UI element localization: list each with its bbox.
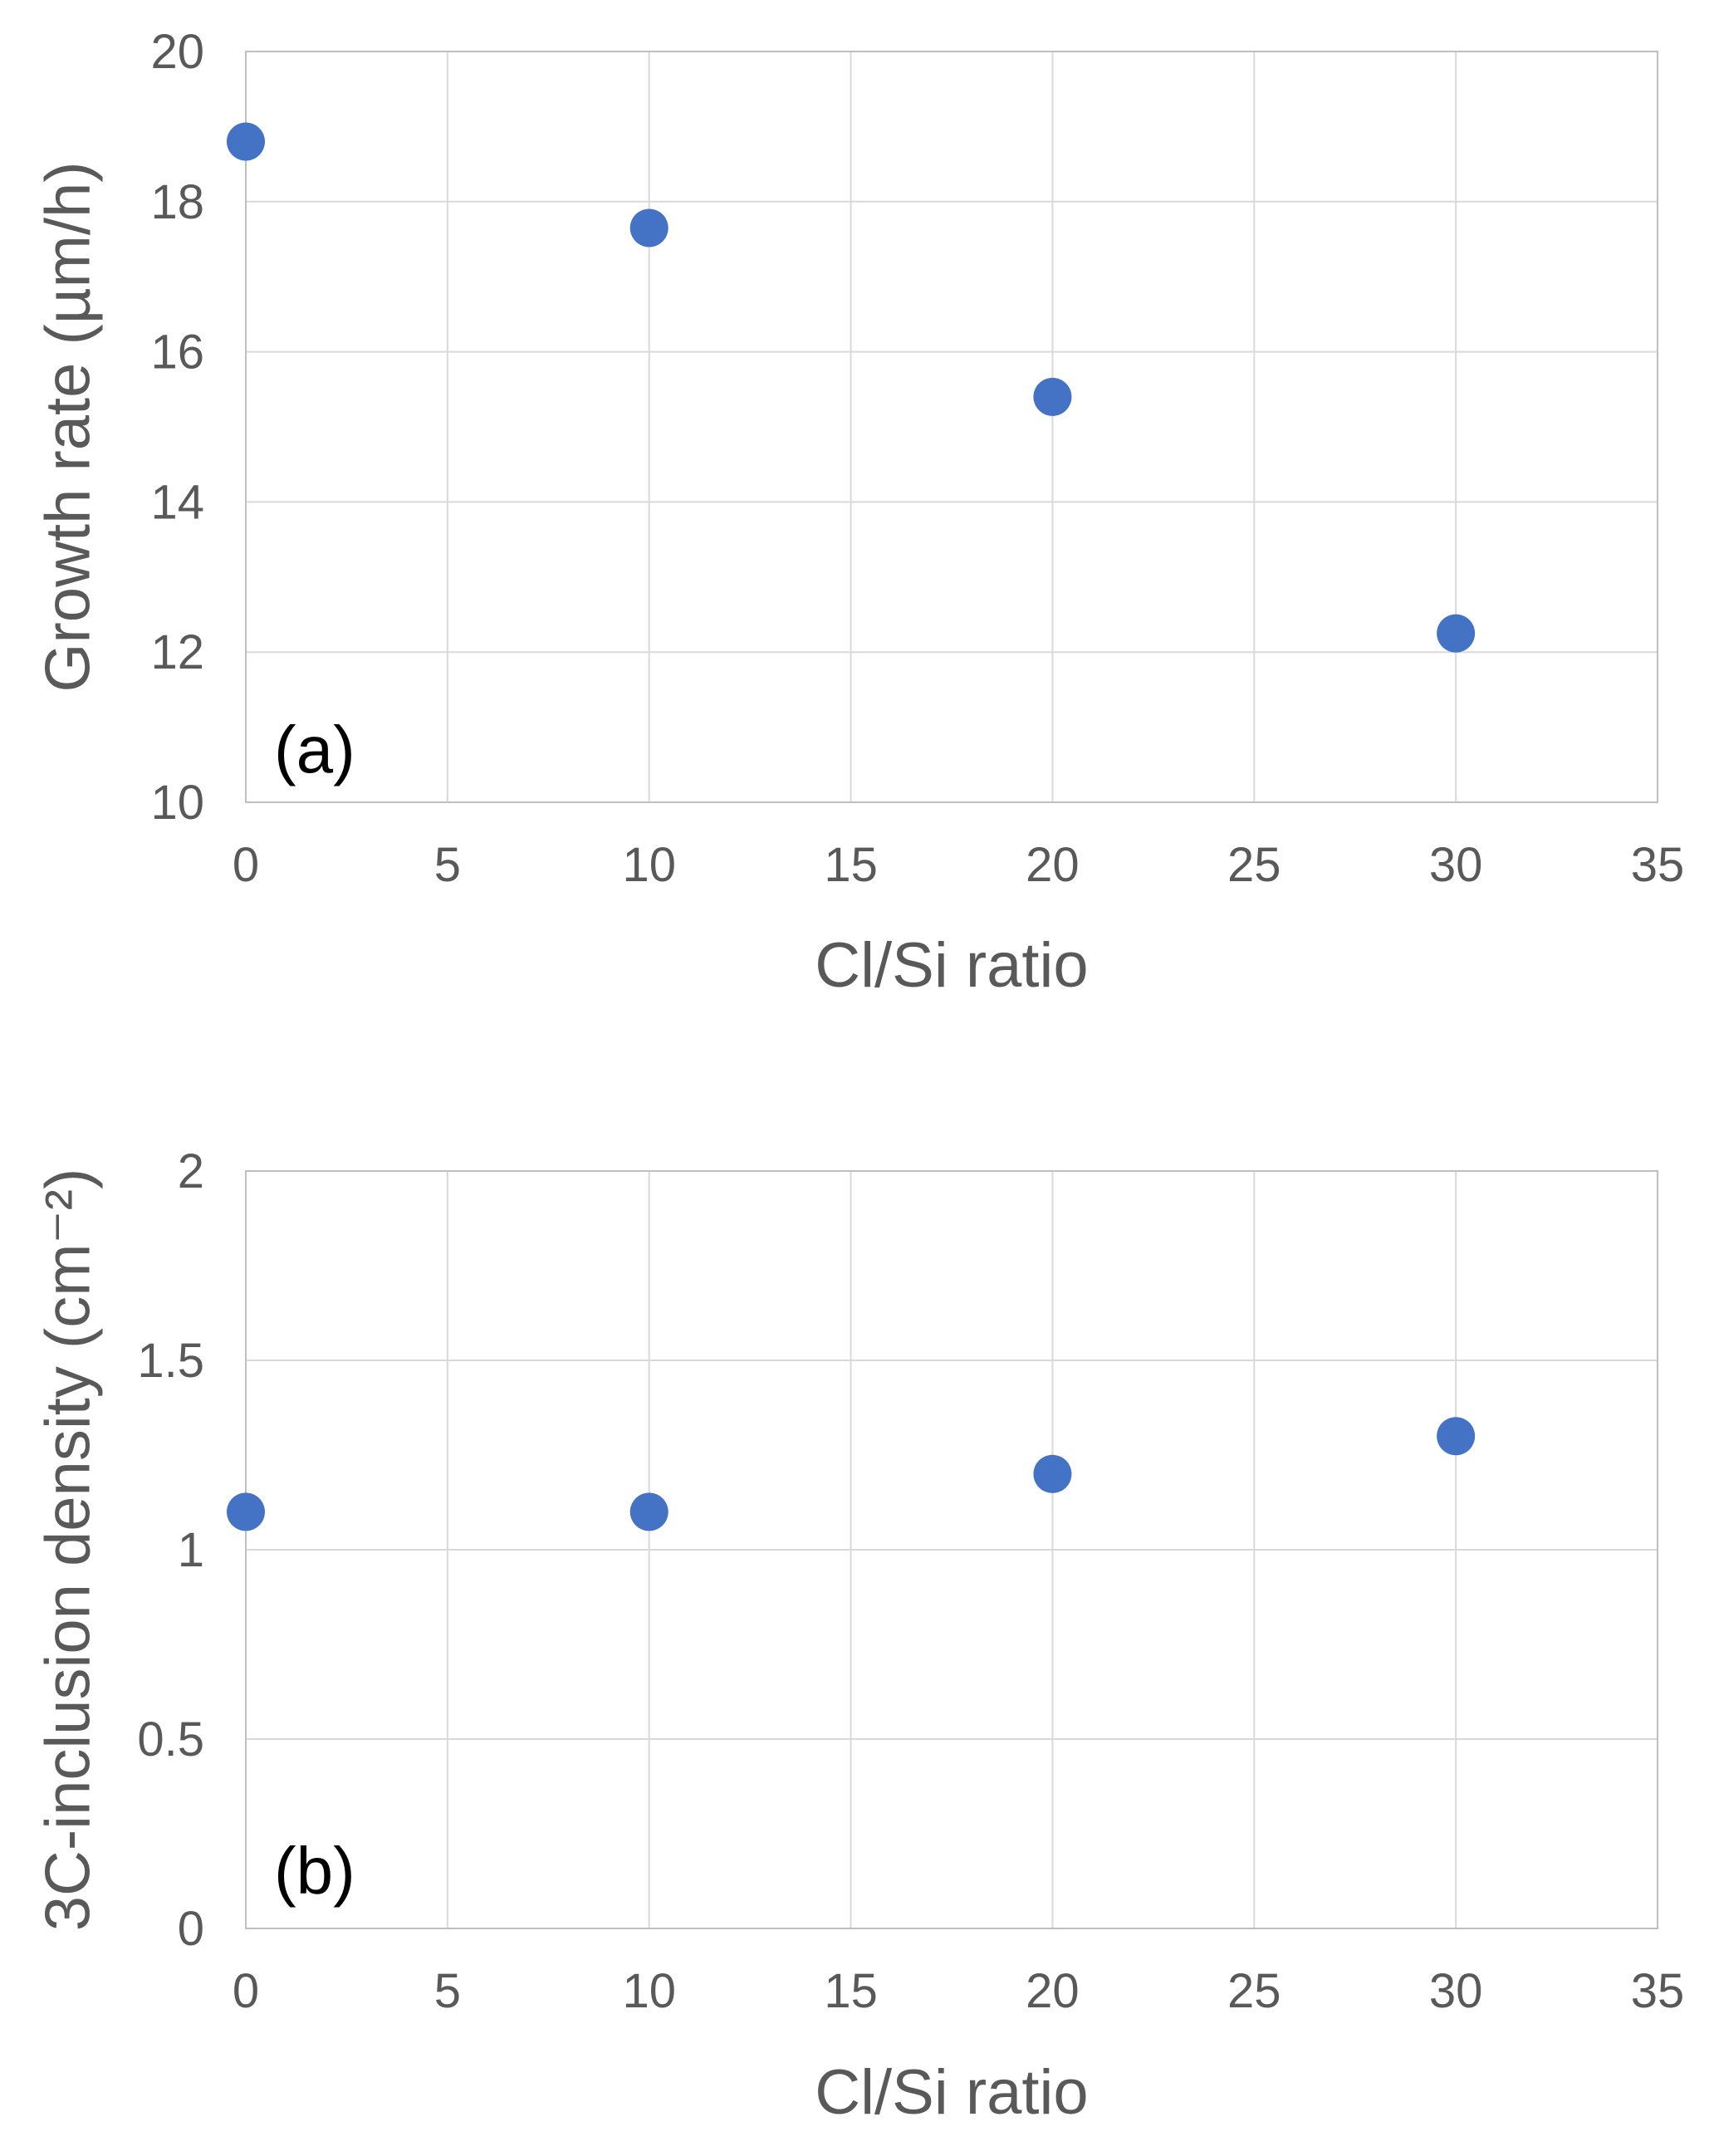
x-tick-label: 5: [434, 1964, 461, 2018]
data-point: [1437, 1417, 1476, 1456]
x-axis-title: Cl/Si ratio: [815, 930, 1088, 1001]
x-tick-label: 20: [1026, 1964, 1080, 2018]
chart-panel-a: 0 5 10 15 20 25 30 35 10 12 14 16 18 20 Cl/Si ratio Gro…: [33, 25, 1685, 1001]
y-tick-label: 14: [150, 475, 204, 529]
data-point: [1437, 614, 1476, 653]
panel-label: (a): [274, 713, 355, 786]
y-tick-label: 0.5: [137, 1713, 204, 1766]
x-tick-label: 35: [1631, 1964, 1685, 2018]
chart-panel-b: 0 5 10 15 20 25 30 35 0 0.5 1 1.5 2 Cl/Si ratio 3C-inc…: [33, 1144, 1685, 2128]
plot-area: [245, 1170, 1658, 1929]
y-tick-label: 10: [150, 776, 204, 830]
x-tick-label: 0: [233, 1964, 259, 2018]
x-tick-label: 35: [1631, 838, 1685, 892]
x-tick-label: 30: [1429, 1964, 1483, 2018]
data-point: [1033, 377, 1072, 416]
x-tick-label: 0: [233, 838, 259, 892]
data-point: [1033, 1454, 1072, 1493]
x-tick-label: 25: [1227, 1964, 1281, 2018]
y-tick-label: 1: [178, 1523, 204, 1577]
x-tick-label: 5: [434, 838, 461, 892]
y-tick-label: 12: [150, 625, 204, 679]
plot-area: [245, 51, 1658, 803]
x-tick-label: 15: [824, 1964, 878, 2018]
x-tick-label: 10: [622, 1964, 676, 2018]
y-tick-label: 16: [150, 326, 204, 380]
x-tick-label: 25: [1227, 838, 1281, 892]
data-point: [629, 1492, 668, 1531]
x-tick-label: 15: [824, 838, 878, 892]
y-tick-label: 0: [178, 1902, 204, 1956]
y-tick-label: 2: [178, 1144, 204, 1198]
x-tick-label: 10: [622, 838, 676, 892]
x-axis-title: Cl/Si ratio: [815, 2057, 1088, 2128]
panel-label: (b): [274, 1834, 355, 1908]
data-point: [227, 122, 265, 161]
y-axis-title: 3C-inclusion density (cm⁻²): [33, 1169, 104, 1932]
y-tick-label: 1.5: [137, 1334, 204, 1388]
data-point: [227, 1492, 265, 1531]
x-tick-label: 30: [1429, 838, 1483, 892]
y-axis-title: Growth rate (µm/h): [33, 161, 104, 692]
y-tick-label: 18: [150, 175, 204, 229]
y-tick-label: 20: [150, 25, 204, 79]
data-point: [629, 208, 668, 247]
x-tick-label: 20: [1026, 838, 1080, 892]
